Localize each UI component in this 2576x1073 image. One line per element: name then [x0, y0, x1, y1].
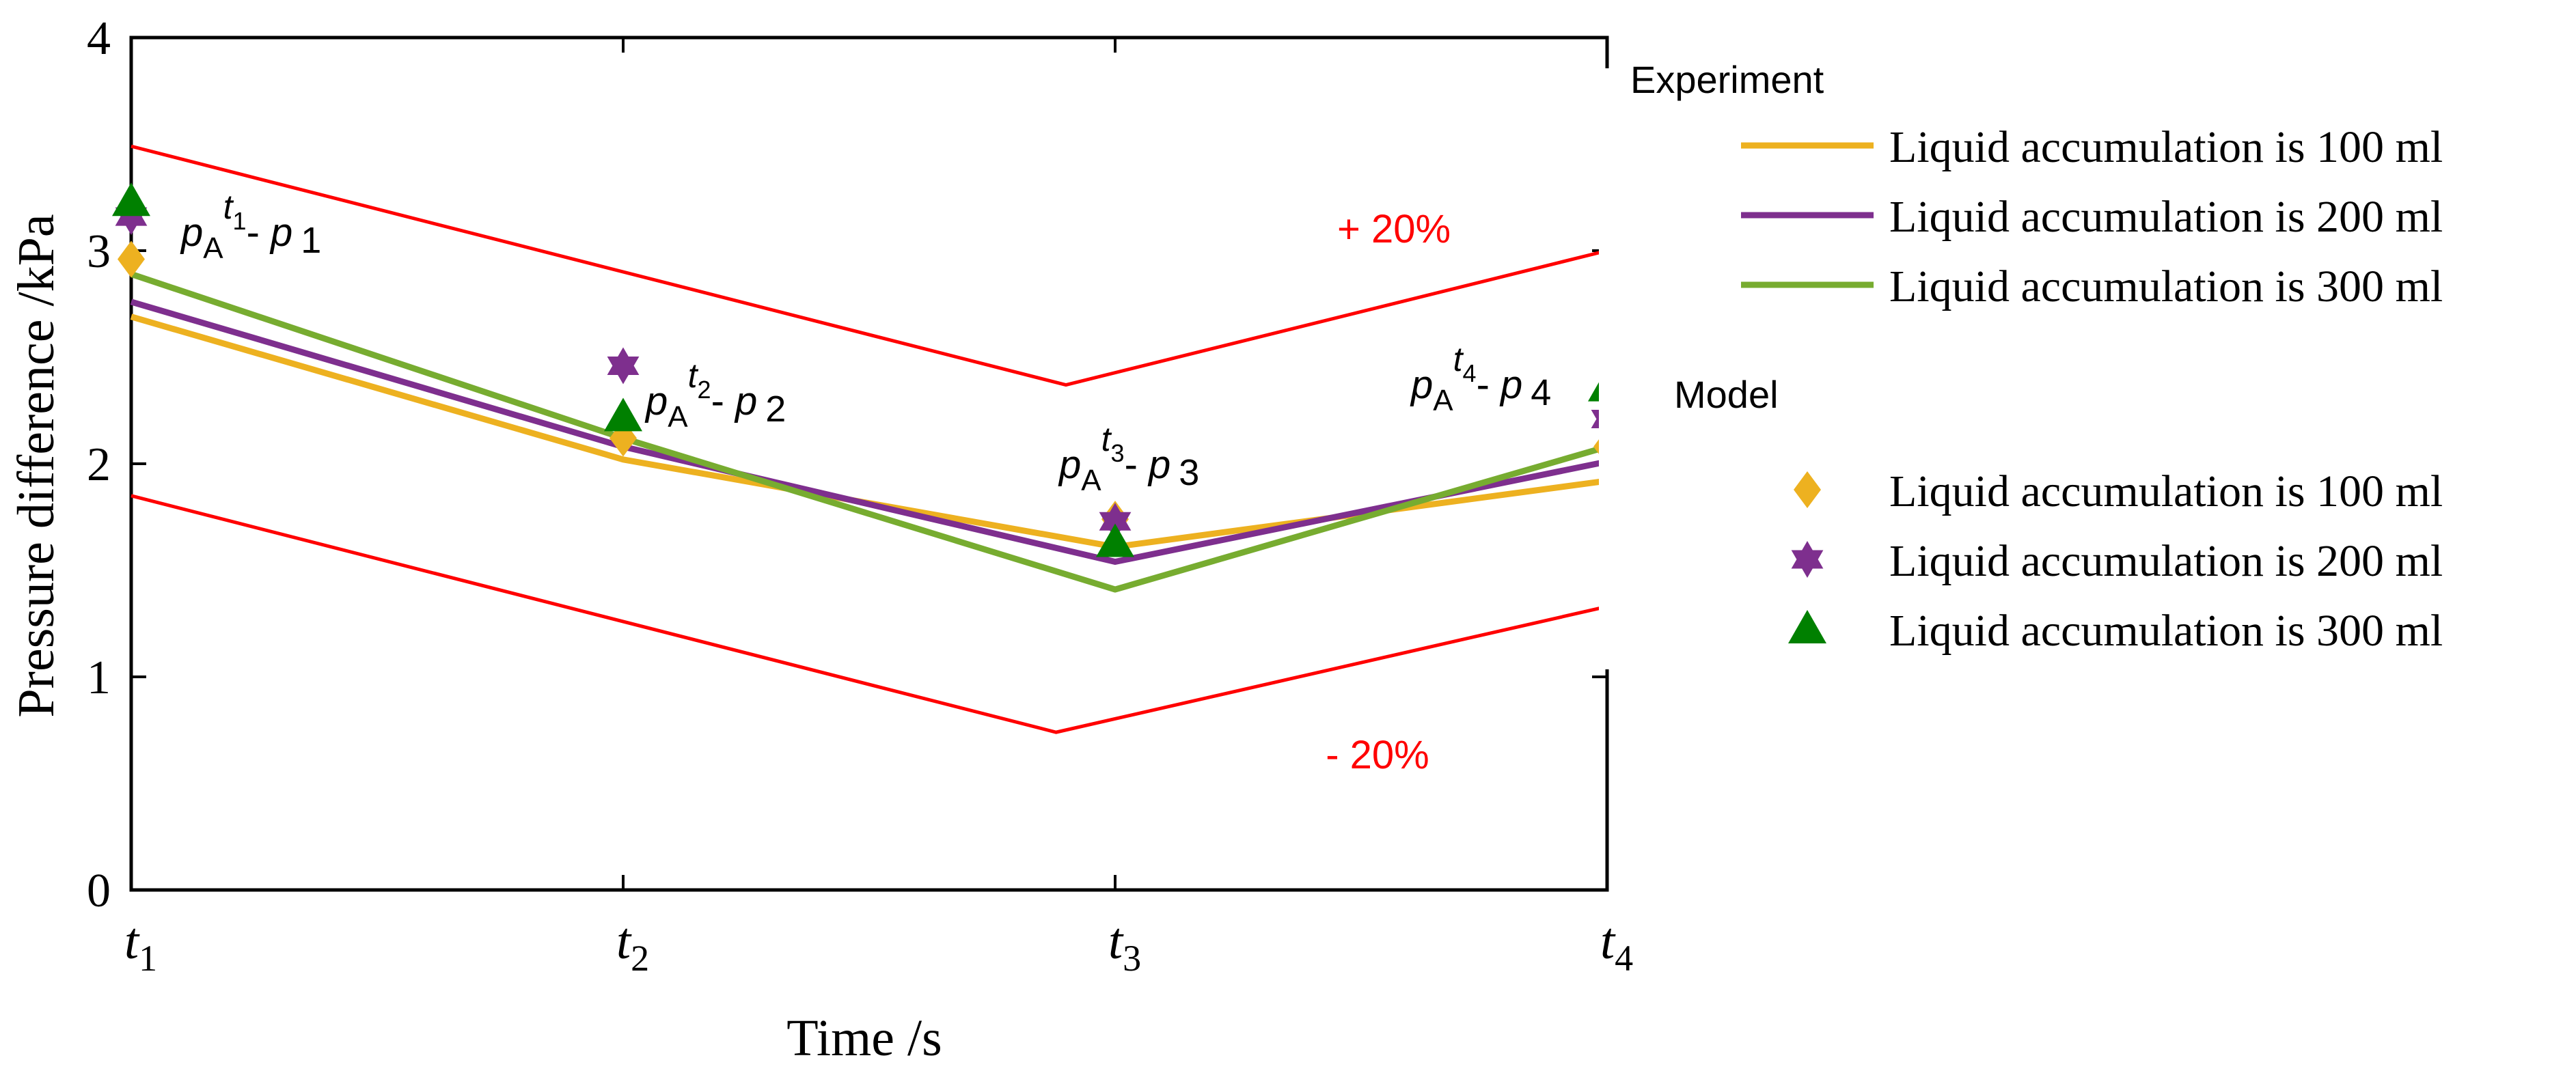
model-point-3 [604, 398, 642, 432]
x-tick-label: t4 [1600, 912, 1633, 979]
model-point-2 [607, 347, 640, 385]
legend-experiment-label: Liquid accumulation is 100 ml [1889, 122, 2443, 172]
y-tick-label: 0 [87, 865, 111, 917]
y-tick-label: 2 [87, 438, 111, 491]
y-tick-label: 4 [87, 12, 111, 65]
y-tick-label: 3 [87, 225, 111, 278]
bound-label-upper: + 20% [1337, 207, 1451, 251]
legend-model-label: Liquid accumulation is 100 ml [1889, 466, 2443, 516]
legend-model-marker-2-part-b [1791, 550, 1824, 578]
experiment-line-3 [130, 271, 1608, 593]
legend-model-label: Liquid accumulation is 200 ml [1889, 536, 2443, 586]
bound-line-upper [131, 144, 1608, 387]
plot-area: 0 1 2 3 4 t1 t2 t3 t4 + 20% - 20% pAt1- p 1 pAt2- p 2 p… [87, 12, 1633, 979]
experiment-line-2 [130, 298, 1608, 566]
legend-model-title: Model [1674, 373, 1779, 416]
x-tick-label: t2 [616, 912, 649, 979]
model-point-3 [112, 182, 150, 217]
y-axis-label: Pressure difference /kPa [8, 214, 65, 717]
y-tick-label: 1 [87, 652, 111, 704]
legend-model-label: Liquid accumulation is 300 ml [1889, 606, 2443, 656]
model-point-1 [118, 240, 145, 278]
x-tick-label: t1 [124, 912, 157, 979]
bound-line-lower [131, 494, 1608, 734]
legend-experiment-title: Experiment [1630, 58, 1824, 101]
model-point-3 [1096, 523, 1134, 557]
legend-model-marker-3 [1788, 610, 1826, 643]
x-axis-label: Time /s [786, 1009, 942, 1067]
legend-experiment-label: Liquid accumulation is 300 ml [1889, 262, 2443, 311]
legend: Experiment Model Liquid accumulation is … [1599, 58, 2566, 669]
legend-model-marker-1 [1794, 471, 1821, 508]
model-point-2-part-b [607, 357, 640, 385]
x-tick-label: t3 [1108, 912, 1141, 979]
bound-label-lower: - 20% [1326, 733, 1429, 777]
legend-background [1599, 68, 2566, 669]
legend-model-marker-2 [1791, 541, 1824, 578]
legend-experiment-label: Liquid accumulation is 200 ml [1889, 192, 2443, 242]
